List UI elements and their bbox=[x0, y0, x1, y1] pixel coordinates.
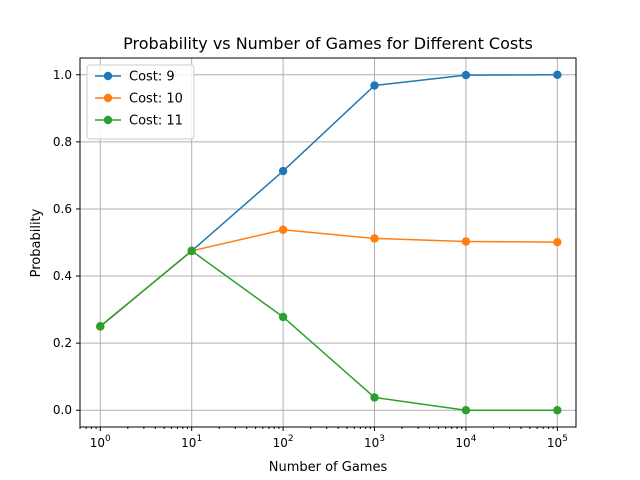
y-tick-label: 0.0 bbox=[53, 403, 72, 417]
x-tick-label: 102 bbox=[273, 434, 294, 450]
series-3 bbox=[96, 246, 562, 415]
x-tick-label: 100 bbox=[90, 434, 111, 450]
legend-swatch-marker bbox=[103, 115, 113, 125]
y-tick-label: 0.4 bbox=[53, 269, 72, 283]
series-layer bbox=[96, 70, 562, 415]
data-point bbox=[553, 70, 562, 79]
y-axis: 0.0 0.2 0.4 0.6 0.8 1.0 bbox=[53, 68, 80, 417]
legend-item: Cost: 9 bbox=[95, 70, 175, 85]
legend-swatch-marker bbox=[103, 93, 113, 103]
y-tick-label: 0.6 bbox=[53, 202, 72, 216]
legend-item: Cost: 11 bbox=[95, 114, 183, 129]
x-axis-label: Number of Games bbox=[269, 460, 388, 475]
y-tick-label: 1.0 bbox=[53, 68, 72, 82]
data-point bbox=[370, 81, 379, 90]
legend-item: Cost: 10 bbox=[95, 92, 183, 107]
x-tick-label: 103 bbox=[364, 434, 385, 450]
legend-label: Cost: 11 bbox=[129, 114, 183, 129]
y-axis-label: Probability bbox=[29, 208, 44, 277]
series-line bbox=[99, 228, 558, 327]
data-point bbox=[96, 322, 105, 331]
data-point bbox=[461, 70, 471, 80]
data-point bbox=[553, 237, 562, 247]
y-tick-label: 0.2 bbox=[53, 336, 72, 350]
x-tick-label: 101 bbox=[181, 434, 202, 450]
series-2 bbox=[96, 225, 562, 331]
plot-area-frame bbox=[79, 57, 577, 428]
data-point bbox=[461, 237, 471, 246]
data-point bbox=[278, 312, 288, 322]
chart-title: Probability vs Number of Games for Diffe… bbox=[123, 34, 533, 53]
data-point bbox=[370, 234, 379, 243]
data-point bbox=[370, 393, 379, 402]
legend-label: Cost: 9 bbox=[129, 70, 175, 85]
y-tick-label: 0.8 bbox=[53, 135, 72, 149]
data-point bbox=[553, 406, 562, 415]
data-point bbox=[278, 166, 288, 176]
legend-swatch-marker bbox=[103, 71, 113, 81]
x-tick-label: 105 bbox=[547, 434, 568, 450]
x-tick-label: 104 bbox=[455, 434, 476, 450]
data-point bbox=[278, 225, 288, 234]
series-line bbox=[99, 249, 558, 411]
data-point bbox=[461, 406, 471, 415]
x-axis: 100 101 102 103 104 105 bbox=[79, 427, 568, 450]
legend-label: Cost: 10 bbox=[129, 92, 183, 107]
data-point bbox=[187, 246, 196, 256]
legend: Cost: 9 Cost: 10 Cost: 11 bbox=[86, 64, 195, 140]
